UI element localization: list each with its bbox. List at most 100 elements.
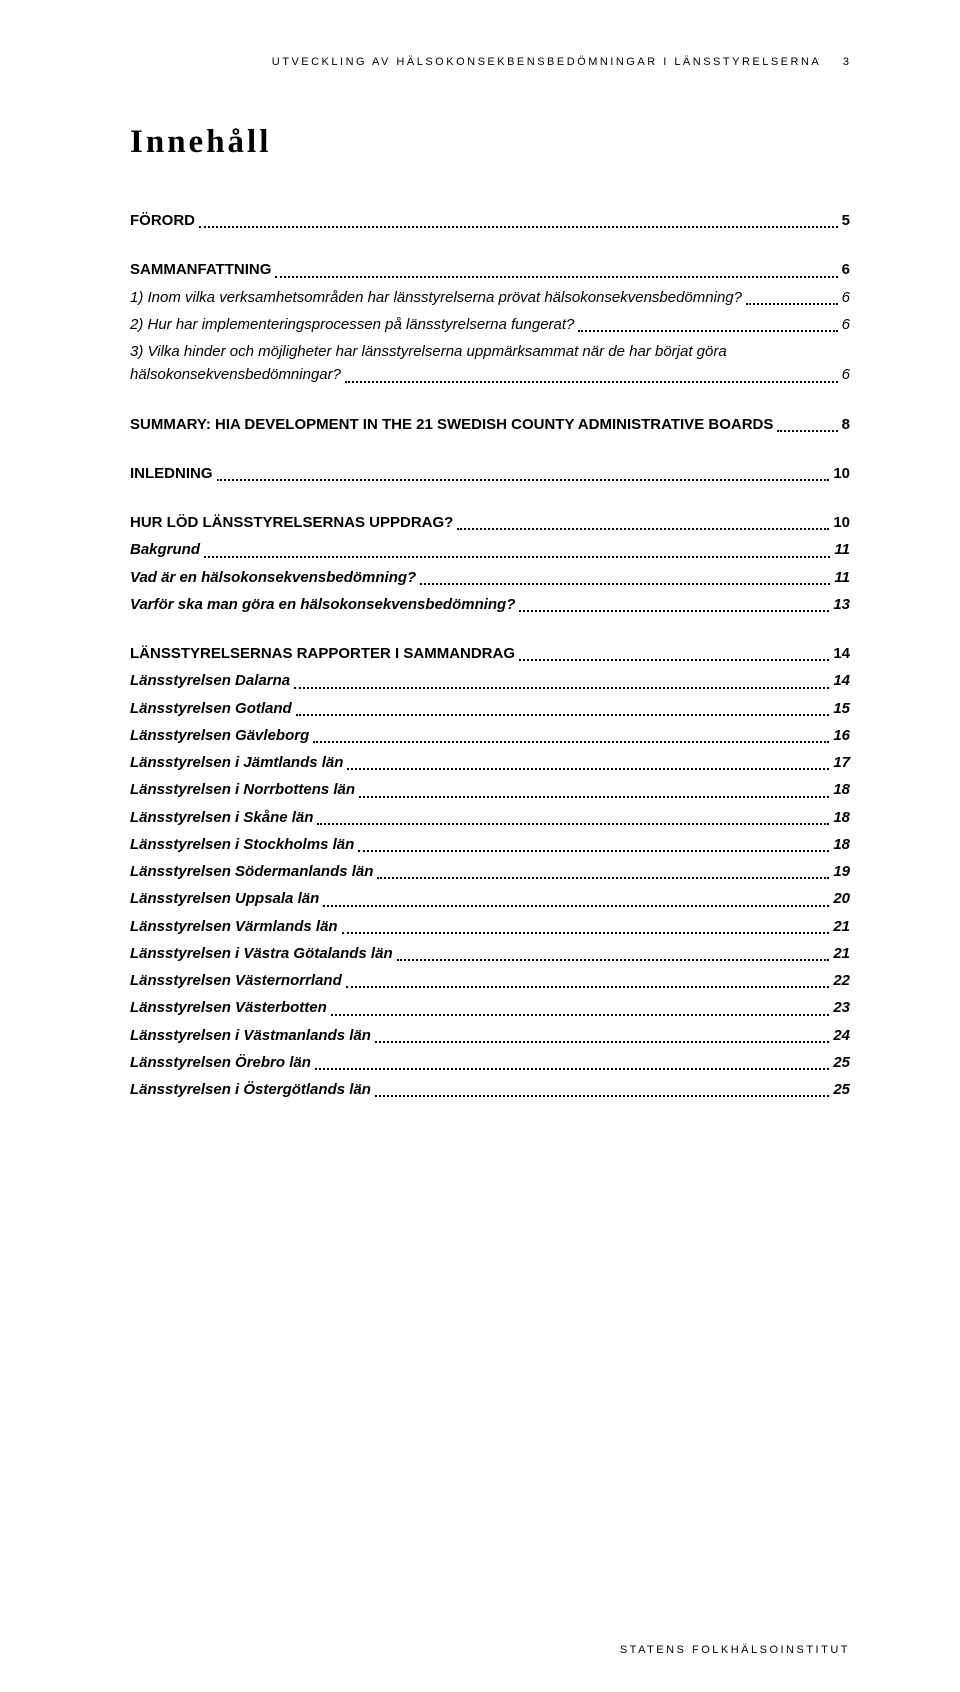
toc-page: 11	[834, 566, 850, 589]
toc-page: 6	[842, 363, 850, 386]
toc-label: FÖRORD	[130, 209, 195, 232]
toc-page: 13	[833, 593, 850, 616]
toc-entry: 2) Hur har implementeringsprocessen på l…	[130, 313, 850, 336]
toc-entry: Länsstyrelsen Gotland15	[130, 697, 850, 720]
toc-page: 18	[833, 806, 850, 829]
toc-leader	[199, 226, 838, 228]
toc-page: 10	[833, 511, 850, 534]
toc-leader	[323, 905, 829, 907]
page: UTVECKLING AV HÄLSOKONSEKBENSBEDÖMNINGAR…	[0, 0, 960, 1692]
toc-leader	[375, 1095, 829, 1097]
toc-entry: Länsstyrelsen i Västmanlands län 24	[130, 1024, 850, 1047]
toc-label: 3) Vilka hinder och möjligheter har läns…	[130, 340, 850, 363]
toc-leader	[457, 528, 829, 530]
toc-entry: Varför ska man göra en hälsokonsekvensbe…	[130, 593, 850, 616]
toc-label: hälsokonsekvensbedömningar?	[130, 363, 341, 386]
toc-entry: Länsstyrelsen Gävleborg 16	[130, 724, 850, 747]
toc-page: 17	[833, 751, 850, 774]
toc-label: SUMMARY: HIA DEVELOPMENT IN THE 21 SWEDI…	[130, 413, 773, 436]
toc-entry: Länsstyrelsen i Jämtlands län 17	[130, 751, 850, 774]
toc-entry: SUMMARY: HIA DEVELOPMENT IN THE 21 SWEDI…	[130, 413, 850, 436]
toc-label: Länsstyrelsen i Norrbottens län	[130, 778, 355, 801]
toc-entry: Länsstyrelsen i Stockholms län18	[130, 833, 850, 856]
toc-label: SAMMANFATTNING	[130, 258, 271, 281]
toc-label: 1) Inom vilka verksamhetsområden har län…	[130, 286, 742, 309]
toc-label: Varför ska man göra en hälsokonsekvensbe…	[130, 593, 515, 616]
toc-label: Länsstyrelsen i Jämtlands län	[130, 751, 343, 774]
toc-entry: Länsstyrelsen Värmlands län21	[130, 915, 850, 938]
toc-page: 20	[833, 887, 850, 910]
toc-entry: INLEDNING 10	[130, 462, 850, 485]
toc-entry: Länsstyrelsen Västerbotten 23	[130, 996, 850, 1019]
toc-entry: HUR LÖD LÄNSSTYRELSERNAS UPPDRAG? 10	[130, 511, 850, 534]
toc-label: Länsstyrelsen Uppsala län	[130, 887, 319, 910]
running-header: UTVECKLING AV HÄLSOKONSEKBENSBEDÖMNINGAR…	[130, 56, 850, 68]
toc-page: 10	[833, 462, 850, 485]
running-header-page: 3	[843, 56, 850, 68]
toc-label: INLEDNING	[130, 462, 213, 485]
toc-leader	[519, 659, 829, 661]
toc-leader	[346, 986, 830, 988]
toc-leader	[397, 959, 830, 961]
toc-page: 22	[833, 969, 850, 992]
toc-leader	[578, 330, 837, 332]
toc-leader	[359, 796, 829, 798]
page-title: Innehåll	[130, 124, 850, 161]
toc-entry: Länsstyrelsen i Norrbottens län 18	[130, 778, 850, 801]
footer-text: STATENS FOLKHÄLSOINSTITUT	[620, 1644, 850, 1656]
toc-leader	[275, 276, 837, 278]
toc-page: 23	[833, 996, 850, 1019]
toc-entry: Länsstyrelsen i Östergötlands län25	[130, 1078, 850, 1101]
toc-label: Länsstyrelsen i Västmanlands län	[130, 1024, 371, 1047]
toc-entry: FÖRORD 5	[130, 209, 850, 232]
toc-leader	[331, 1014, 830, 1016]
toc-leader	[345, 381, 838, 383]
toc-label: LÄNSSTYRELSERNAS RAPPORTER I SAMMANDRAG	[130, 642, 515, 665]
toc-page: 15	[833, 697, 850, 720]
toc-label: Länsstyrelsen i Skåne län	[130, 806, 313, 829]
toc-leader	[313, 741, 829, 743]
toc-entry: SAMMANFATTNING 6	[130, 258, 850, 281]
toc-page: 6	[842, 258, 850, 281]
toc-leader	[358, 850, 829, 852]
running-header-text: UTVECKLING AV HÄLSOKONSEKBENSBEDÖMNINGAR…	[272, 56, 821, 68]
toc-label: HUR LÖD LÄNSSTYRELSERNAS UPPDRAG?	[130, 511, 453, 534]
toc-label: 2) Hur har implementeringsprocessen på l…	[130, 313, 574, 336]
toc-label: Länsstyrelsen Västernorrland	[130, 969, 342, 992]
toc-leader	[296, 714, 830, 716]
toc-page: 8	[842, 413, 850, 436]
toc-entry: Länsstyrelsen Dalarna14	[130, 669, 850, 692]
toc-entry: 1) Inom vilka verksamhetsområden har län…	[130, 286, 850, 309]
toc-leader	[420, 583, 830, 585]
toc-entry: Länsstyrelsen Örebro län 25	[130, 1051, 850, 1074]
toc-entry: Bakgrund11	[130, 538, 850, 561]
toc-leader	[315, 1068, 829, 1070]
toc-page: 21	[833, 915, 850, 938]
toc-page: 18	[833, 833, 850, 856]
toc-page: 5	[842, 209, 850, 232]
toc-label: Länsstyrelsen i Östergötlands län	[130, 1078, 371, 1101]
toc-leader	[375, 1041, 829, 1043]
toc-entry: Länsstyrelsen Uppsala län 20	[130, 887, 850, 910]
toc-label: Länsstyrelsen Örebro län	[130, 1051, 311, 1074]
toc-label: Länsstyrelsen Dalarna	[130, 669, 290, 692]
toc-label: Vad är en hälsokonsekvensbedömning?	[130, 566, 416, 589]
toc-leader	[217, 479, 830, 481]
toc-leader	[377, 877, 829, 879]
toc-label: Länsstyrelsen Södermanlands län	[130, 860, 373, 883]
toc-page: 16	[833, 724, 850, 747]
toc-label: Länsstyrelsen Västerbotten	[130, 996, 327, 1019]
toc-leader	[342, 932, 830, 934]
toc-entry: Länsstyrelsen Västernorrland 22	[130, 969, 850, 992]
toc-page: 19	[833, 860, 850, 883]
toc-entry: Länsstyrelsen i Skåne län 18	[130, 806, 850, 829]
table-of-contents: FÖRORD 5 SAMMANFATTNING 6 1) Inom vilka verk…	[130, 209, 850, 1101]
toc-page: 6	[842, 286, 850, 309]
toc-label: Länsstyrelsen Gävleborg	[130, 724, 309, 747]
toc-page: 25	[833, 1051, 850, 1074]
toc-page: 24	[833, 1024, 850, 1047]
toc-page: 18	[833, 778, 850, 801]
toc-leader	[204, 556, 830, 558]
toc-leader	[519, 610, 829, 612]
toc-page: 11	[834, 538, 850, 561]
